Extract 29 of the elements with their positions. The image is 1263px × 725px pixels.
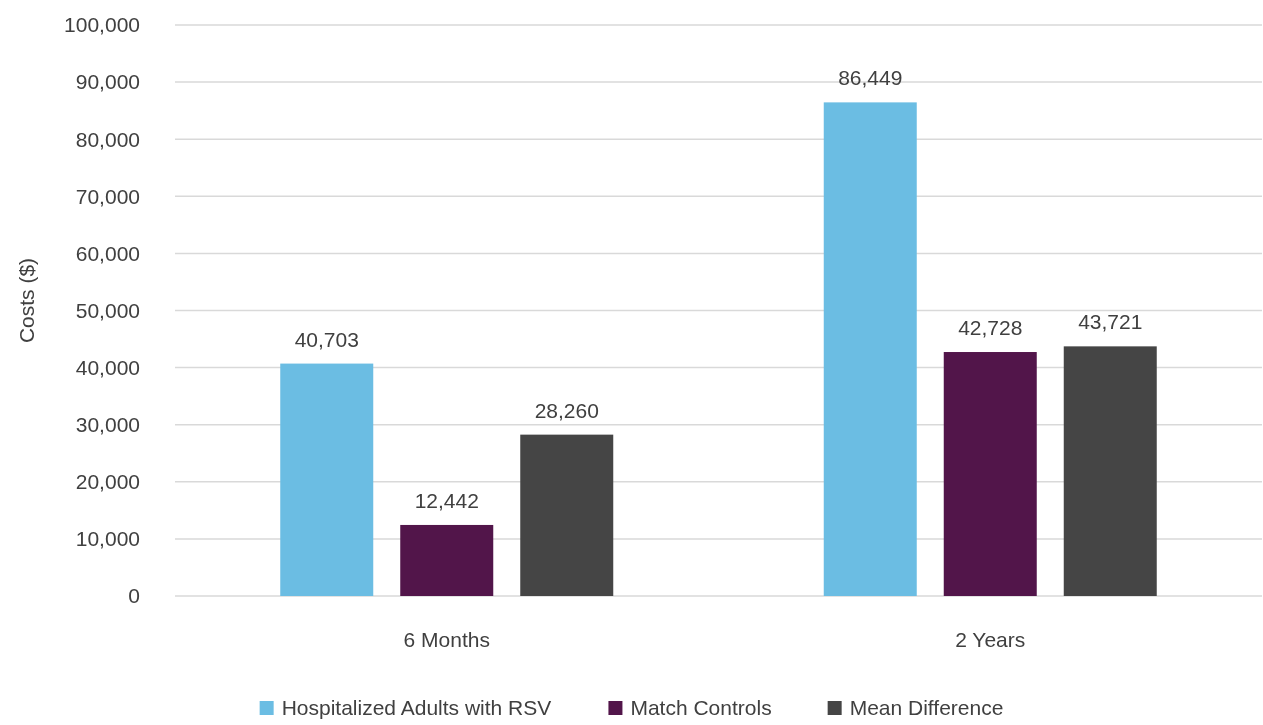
data-label: 86,449 — [838, 66, 903, 90]
bar — [1063, 346, 1157, 596]
y-tick-label: 40,000 — [75, 355, 140, 379]
bar — [280, 363, 374, 596]
data-label: 28,260 — [534, 398, 599, 422]
data-label: 40,703 — [294, 327, 359, 351]
legend-label: Mean Difference — [849, 696, 1004, 720]
y-tick-label: 80,000 — [75, 127, 140, 151]
legend-label: Match Controls — [630, 696, 772, 720]
y-axis-title: Costs ($) — [15, 257, 38, 344]
y-tick-label: 0 — [128, 584, 140, 608]
legend-label: Hospitalized Adults with RSV — [281, 696, 552, 720]
y-tick-label: 10,000 — [75, 527, 140, 551]
bar — [823, 102, 917, 596]
bar — [400, 524, 494, 596]
data-label: 43,721 — [1078, 310, 1143, 334]
y-tick-label: 60,000 — [75, 241, 140, 265]
bar — [520, 434, 614, 596]
y-tick-label: 100,000 — [64, 13, 140, 37]
y-tick-label: 30,000 — [75, 413, 140, 437]
y-tick-label: 50,000 — [75, 298, 140, 322]
y-tick-label: 70,000 — [75, 184, 140, 208]
data-label: 42,728 — [958, 316, 1023, 340]
x-tick-label: 2 Years — [955, 628, 1026, 652]
y-tick-label: 90,000 — [75, 70, 140, 94]
y-tick-label: 20,000 — [75, 470, 140, 494]
data-label: 12,442 — [414, 488, 479, 512]
bar — [943, 352, 1037, 596]
x-tick-label: 6 Months — [403, 628, 490, 652]
